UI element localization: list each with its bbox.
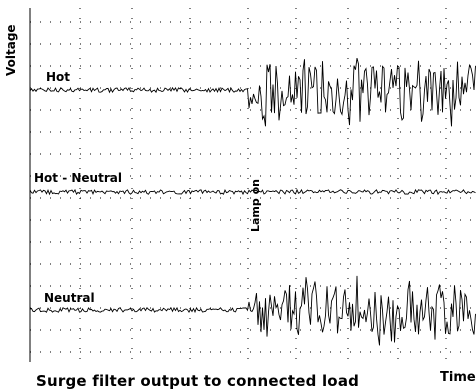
trace-hot <box>29 57 476 127</box>
y-axis-label: Voltage <box>4 24 18 76</box>
series-labels: Hot Hot - Neutral Neutral <box>34 70 122 305</box>
chart-caption: Surge filter output to connected load <box>36 372 360 390</box>
series-label-hot: Hot <box>46 70 70 84</box>
series-label-hot-neutral: Hot - Neutral <box>34 171 122 185</box>
event-annotation-lamp-on: Lamp on <box>249 179 262 232</box>
trace-neutral <box>29 275 476 346</box>
series-label-neutral: Neutral <box>44 291 95 305</box>
trace-hot-neutral <box>29 188 476 196</box>
chart-traces <box>29 57 476 346</box>
x-axis-label: Time <box>440 370 476 385</box>
